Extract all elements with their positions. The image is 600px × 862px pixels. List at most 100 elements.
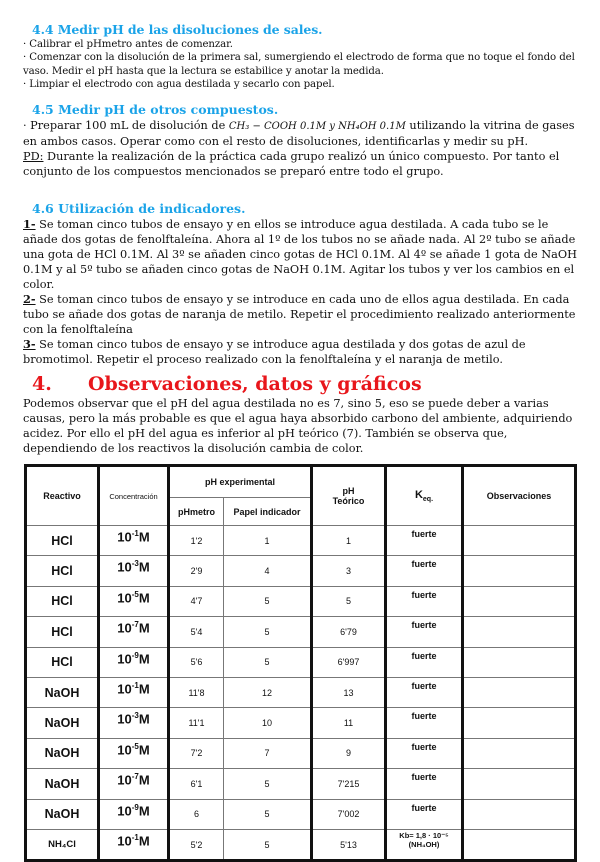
cell-phmetro: 7'2 (167, 737, 224, 770)
cell-observaciones (461, 828, 576, 862)
paragraph: PD: Durante la realización de la práctic… (23, 149, 578, 179)
text: fuerte (411, 529, 437, 539)
cell-observaciones (461, 737, 576, 770)
cell-reactivo: NaOH (25, 707, 99, 739)
exponent: -5 (131, 741, 139, 751)
table-row: NaOH 10-9M 6 5 7'002 fuerte (25, 798, 576, 830)
text: pH (342, 486, 355, 496)
cell-papel: 5 (223, 828, 313, 862)
cell-keq: fuerte (385, 616, 463, 648)
cell-concentracion: 10-9M (97, 798, 170, 830)
pd-label: PD: (23, 150, 44, 163)
cell-phmetro: 1'2 (167, 524, 224, 557)
exponent: -1 (131, 529, 139, 538)
cell-concentracion: 10-7M (97, 616, 170, 648)
text: Se toman cinco tubos de ensayo y se intr… (23, 338, 526, 366)
cell-concentracion: 10-5M (97, 585, 170, 618)
cell-reactivo: NaOH (25, 676, 99, 709)
text: fuerte (411, 741, 437, 752)
text: fuerte (411, 589, 437, 600)
list-item: 1- Se toman cinco tubos de ensayo y en e… (23, 217, 578, 292)
cell-ph-teorico: 6'997 (310, 646, 387, 678)
item-number: 3- (23, 337, 36, 351)
section-4-4: 4.4 Medir pH de las disoluciones de sale… (23, 22, 578, 91)
text: Se toman cinco tubos de ensayo y se intr… (23, 293, 576, 336)
text: fuerte (411, 559, 437, 570)
cell-observaciones (461, 524, 576, 557)
exponent: -9 (131, 650, 139, 660)
header-reactivo: Reactivo (25, 465, 99, 526)
cell-phmetro: 5'4 (167, 616, 224, 648)
heading-number: 4. (32, 373, 52, 395)
cell-observaciones (461, 646, 576, 678)
item-number: 1- (23, 217, 36, 231)
cell-reactivo: HCl (25, 585, 99, 618)
table-row: NaOH 10-1M 11'8 12 13 fuerte (25, 676, 576, 709)
text: Se toman cinco tubos de ensayo y en ello… (23, 218, 578, 291)
cell-ph-teorico: 3 (310, 555, 387, 587)
text: utilizando la vitrina de gases en ambos … (23, 119, 575, 148)
cell-keq: fuerte (385, 585, 463, 618)
cell-papel: 12 (223, 676, 313, 709)
cell-reactivo: NaOH (25, 737, 99, 770)
cell-phmetro: 6'1 (167, 768, 224, 800)
cell-reactivo: NaOH (25, 798, 99, 830)
cell-observaciones (461, 676, 576, 709)
list-item: 3- Se toman cinco tubos de ensayo y se i… (23, 337, 578, 367)
section-4: 4. Observaciones, datos y gráficos Podemo… (23, 372, 578, 456)
list-item: 2- Se toman cinco tubos de ensayo y se i… (23, 292, 578, 337)
cell-reactivo: HCl (25, 646, 99, 678)
cell-ph-teorico: 13 (310, 676, 387, 709)
cell-ph-teorico: 5'13 (310, 828, 387, 862)
cell-keq: fuerte (385, 737, 463, 770)
text: Kb= 1,8 · 10⁻⁵ (399, 830, 449, 840)
cell-keq: fuerte (385, 555, 463, 587)
cell-observaciones (461, 585, 576, 618)
text: Teórico (332, 496, 365, 506)
table-row: HCl 10-5M 4'7 5 5 fuerte (25, 585, 576, 618)
text: fuerte (411, 802, 437, 813)
cell-concentracion: 10-3M (97, 555, 170, 587)
cell-concentracion: 10-7M (97, 768, 170, 800)
cell-papel: 5 (223, 768, 313, 800)
cell-concentracion: 10-1M (97, 676, 170, 709)
exponent: -1 (131, 680, 139, 690)
exponent: -7 (131, 620, 139, 630)
text: fuerte (411, 711, 437, 722)
paragraph: Podemos observar que el pH del agua dest… (23, 397, 573, 455)
exponent: -5 (131, 589, 139, 599)
header-concentracion: Concentración (97, 465, 170, 526)
exponent: -9 (131, 802, 139, 812)
text: fuerte (411, 620, 437, 631)
section-title: 4.5 Medir pH de otros compuestos. (32, 102, 279, 117)
text: fuerte (411, 772, 437, 783)
cell-keq: fuerte (385, 524, 463, 557)
cell-reactivo: NH₄Cl (25, 828, 99, 862)
paragraph: · Preparar 100 mL de disolución de CH₃ −… (23, 118, 578, 149)
table-row: NaOH 10-5M 7'2 7 9 fuerte (25, 737, 576, 770)
exponent: -3 (131, 559, 139, 569)
cell-papel: 5 (223, 646, 313, 678)
cell-ph-teorico: 9 (310, 737, 387, 770)
exponent: -7 (131, 772, 139, 782)
table-row: HCl 10-9M 5'6 5 6'997 fuerte (25, 646, 576, 678)
cell-keq: fuerte (385, 676, 463, 709)
cell-ph-teorico: 7'002 (310, 798, 387, 830)
text: · Preparar 100 mL de disolución de (23, 119, 229, 132)
cell-observaciones (461, 616, 576, 648)
header-ph-teorico: pH Teórico (310, 465, 387, 526)
text: eq. (422, 496, 434, 504)
table-row: NaOH 10-3M 11'1 10 11 fuerte (25, 707, 576, 739)
cell-reactivo: NaOH (25, 768, 99, 800)
header-keq: Keq. (385, 465, 463, 526)
cell-papel: 1 (223, 524, 313, 557)
cell-papel: 7 (223, 737, 313, 770)
cell-keq: fuerte (385, 707, 463, 739)
table-row: NH₄Cl 10-1M 5'2 5 5'13 Kb= 1,8 · 10⁻⁵ (NH₄OH) (25, 828, 576, 862)
cell-papel: 10 (223, 707, 313, 739)
cell-keq: fuerte (385, 646, 463, 678)
cell-ph-teorico: 5 (310, 585, 387, 618)
cell-observaciones (461, 768, 576, 800)
table-row: HCl 10-3M 2'9 4 3 fuerte (25, 555, 576, 587)
paragraph: · Comenzar con la disolución de la prime… (23, 52, 575, 77)
